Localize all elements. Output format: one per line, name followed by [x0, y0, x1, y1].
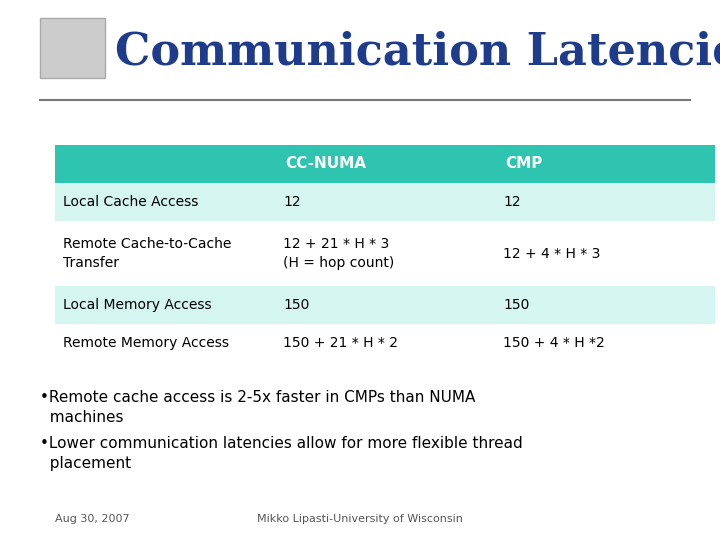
Text: 150: 150 [503, 298, 529, 312]
Text: •Lower communication latencies allow for more flexible thread
  placement: •Lower communication latencies allow for… [40, 436, 523, 471]
FancyBboxPatch shape [495, 145, 715, 183]
Text: 150 + 4 * H *2: 150 + 4 * H *2 [503, 336, 605, 350]
Text: Local Cache Access: Local Cache Access [63, 195, 199, 209]
Text: CC-NUMA: CC-NUMA [285, 157, 366, 172]
FancyBboxPatch shape [495, 324, 715, 362]
Text: CMP: CMP [505, 157, 542, 172]
FancyBboxPatch shape [275, 145, 495, 183]
FancyBboxPatch shape [495, 286, 715, 324]
FancyBboxPatch shape [55, 221, 275, 286]
Text: Aug 30, 2007: Aug 30, 2007 [55, 514, 130, 524]
FancyBboxPatch shape [55, 324, 275, 362]
FancyBboxPatch shape [275, 221, 495, 286]
Text: Local Memory Access: Local Memory Access [63, 298, 212, 312]
FancyBboxPatch shape [275, 183, 495, 221]
FancyBboxPatch shape [55, 286, 275, 324]
Text: 12: 12 [503, 195, 521, 209]
FancyBboxPatch shape [495, 183, 715, 221]
FancyBboxPatch shape [55, 183, 275, 221]
FancyBboxPatch shape [495, 221, 715, 286]
Text: 12 + 21 * H * 3
(H = hop count): 12 + 21 * H * 3 (H = hop count) [283, 237, 395, 270]
Text: •Remote cache access is 2-5x faster in CMPs than NUMA
  machines: •Remote cache access is 2-5x faster in C… [40, 390, 475, 425]
Text: 150 + 21 * H * 2: 150 + 21 * H * 2 [283, 336, 398, 350]
Text: Mikko Lipasti-University of Wisconsin: Mikko Lipasti-University of Wisconsin [257, 514, 463, 524]
Text: 12 + 4 * H * 3: 12 + 4 * H * 3 [503, 246, 600, 260]
Text: Remote Cache-to-Cache
Transfer: Remote Cache-to-Cache Transfer [63, 237, 231, 270]
FancyBboxPatch shape [275, 324, 495, 362]
Text: Communication Latencies: Communication Latencies [115, 30, 720, 73]
Text: 12: 12 [283, 195, 301, 209]
Text: Remote Memory Access: Remote Memory Access [63, 336, 229, 350]
FancyBboxPatch shape [40, 18, 105, 78]
FancyBboxPatch shape [55, 145, 275, 183]
Text: 150: 150 [283, 298, 310, 312]
FancyBboxPatch shape [275, 286, 495, 324]
